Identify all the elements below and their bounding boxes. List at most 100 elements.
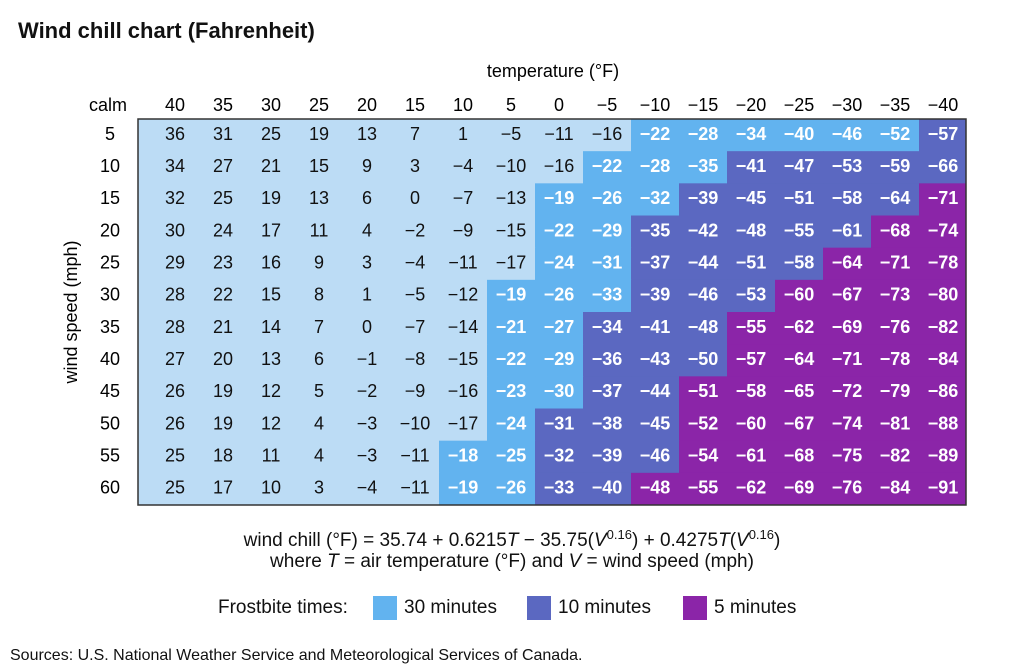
cell-value: −86 <box>928 381 959 401</box>
cell-bg <box>247 472 296 506</box>
cell-bg <box>295 344 344 377</box>
cell-value: −78 <box>928 253 959 273</box>
cell-value: −68 <box>784 446 815 466</box>
cell-bg <box>439 408 488 442</box>
cell-bg <box>775 312 824 345</box>
cell-value: −1 <box>357 349 378 369</box>
cell-bg <box>295 247 344 281</box>
cell-bg <box>535 440 584 474</box>
column-header: 15 <box>405 95 425 115</box>
cell-value: −41 <box>736 156 767 176</box>
cell-bg <box>871 119 920 152</box>
cell-value: −47 <box>784 156 815 176</box>
cell-value: 23 <box>213 253 233 273</box>
cell-bg <box>727 247 776 281</box>
row-header: 10 <box>100 156 120 176</box>
cell-value: 1 <box>362 285 372 305</box>
cell-bg <box>343 279 392 313</box>
cell-bg <box>391 119 440 152</box>
cell-value: −55 <box>784 220 815 240</box>
cell-bg <box>823 376 872 409</box>
cell-value: −74 <box>832 413 863 433</box>
cell-value: −17 <box>448 413 479 433</box>
cell-value: −26 <box>496 478 527 498</box>
cell-value: −33 <box>592 285 623 305</box>
cell-bg <box>247 279 296 313</box>
cell-bg <box>823 472 872 506</box>
cell-bg <box>487 472 536 506</box>
cell-bg <box>247 119 296 152</box>
row-header: 5 <box>105 124 115 144</box>
cell-bg <box>823 215 872 249</box>
cell-value: 9 <box>362 156 372 176</box>
cell-bg <box>775 279 824 313</box>
cell-value: −16 <box>544 156 575 176</box>
cell-value: 7 <box>410 124 420 144</box>
cell-value: −29 <box>544 349 575 369</box>
cell-value: −28 <box>688 124 719 144</box>
cell-value: −72 <box>832 381 863 401</box>
cell-value: 32 <box>165 188 185 208</box>
cell-value: −84 <box>880 478 911 498</box>
cell-bg <box>919 279 967 313</box>
cell-bg <box>199 440 248 474</box>
cell-bg <box>535 119 584 152</box>
cell-value: −44 <box>640 381 671 401</box>
formula-text: ) + 0.4275 <box>631 530 719 551</box>
formula-var: T <box>506 530 519 551</box>
cell-bg <box>919 408 967 442</box>
cell-bg <box>439 472 488 506</box>
cell-bg <box>343 472 392 506</box>
cell-bg <box>487 440 536 474</box>
cell-value: −82 <box>928 317 959 337</box>
cell-value: −39 <box>688 188 719 208</box>
cell-bg <box>487 183 536 216</box>
cell-bg <box>487 151 536 184</box>
cell-value: −61 <box>736 446 767 466</box>
formula-line: where T = air temperature (°F) and V = w… <box>0 551 1024 573</box>
cell-bg <box>138 408 200 442</box>
cell-value: −16 <box>448 381 479 401</box>
cell-bg <box>583 376 632 409</box>
cell-value: −28 <box>640 156 671 176</box>
cell-bg <box>295 376 344 409</box>
cell-value: −79 <box>880 381 911 401</box>
cell-bg <box>727 215 776 249</box>
cell-value: −66 <box>928 156 959 176</box>
column-header: −40 <box>928 95 959 115</box>
cell-bg <box>439 247 488 281</box>
cell-bg <box>295 119 344 152</box>
cell-bg <box>295 472 344 506</box>
column-header: −10 <box>640 95 671 115</box>
cell-bg <box>487 376 536 409</box>
row-header: 20 <box>100 220 120 240</box>
cell-bg <box>727 151 776 184</box>
cell-bg <box>823 119 872 152</box>
cell-bg <box>391 312 440 345</box>
cell-value: −12 <box>448 285 479 305</box>
cell-value: −75 <box>832 446 863 466</box>
cell-bg <box>583 247 632 281</box>
cell-bg <box>631 376 680 409</box>
cell-value: 17 <box>213 478 233 498</box>
cell-value: −76 <box>832 478 863 498</box>
column-header: 0 <box>554 95 564 115</box>
wind-chill-table: temperature (°F) calm wind speed (mph) 4… <box>61 61 967 506</box>
cell-value: −2 <box>357 381 378 401</box>
formula-text: = wind speed (mph) <box>581 551 754 572</box>
cell-value: −52 <box>688 413 719 433</box>
cell-value: −50 <box>688 349 719 369</box>
cell-bg <box>727 440 776 474</box>
cell-bg <box>631 279 680 313</box>
cell-value: −45 <box>640 413 671 433</box>
cell-value: 25 <box>261 124 281 144</box>
cell-bg <box>138 247 200 281</box>
cell-value: 14 <box>261 317 281 337</box>
cell-bg <box>823 183 872 216</box>
cell-value: −91 <box>928 478 959 498</box>
cell-bg <box>138 279 200 313</box>
cell-value: 0 <box>362 317 372 337</box>
cell-value: −64 <box>832 253 863 273</box>
cell-bg <box>727 312 776 345</box>
cell-bg <box>631 119 680 152</box>
